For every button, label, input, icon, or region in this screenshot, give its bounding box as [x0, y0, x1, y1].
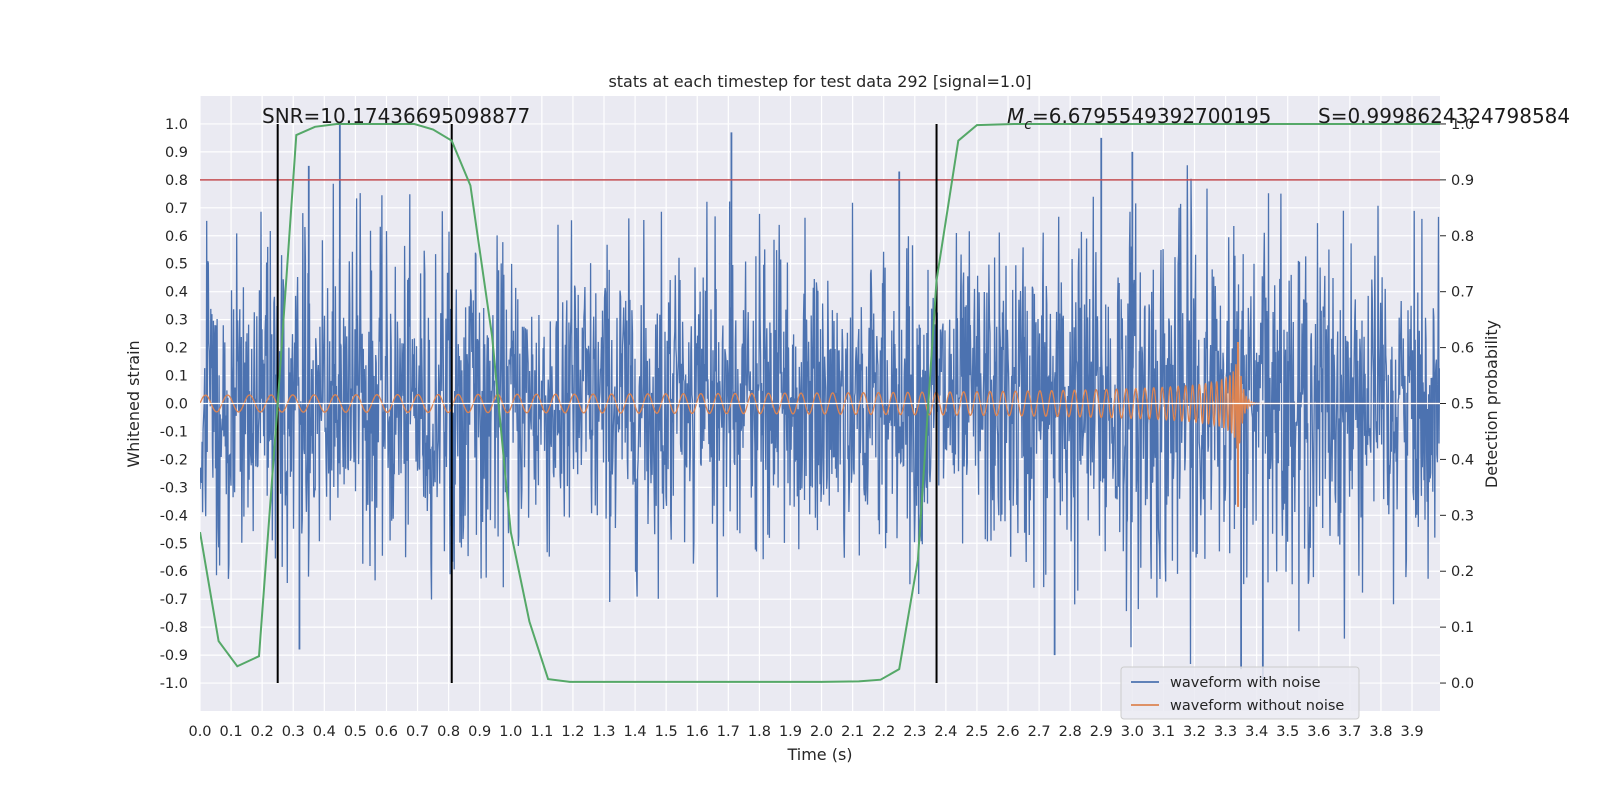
y-right-tick-label: 0.8	[1451, 229, 1474, 245]
x-tick-label: 1.9	[779, 724, 802, 740]
threshold-layer	[200, 179, 1440, 405]
y-tick-label: 0.6	[165, 229, 188, 245]
y-right-tick-label: 1.0	[1451, 117, 1474, 133]
y-right-tick-label: 0.3	[1451, 508, 1474, 524]
legend-box	[1120, 666, 1360, 720]
x-tick-label: 3.0	[1121, 724, 1144, 740]
chirp-mass-subscript: c	[1024, 117, 1032, 133]
x-tick-label: 0.9	[468, 724, 491, 740]
chirp-mass-annotation: Mc=6.6795549392700195	[1007, 104, 1271, 133]
y-tick-label: 1.0	[165, 117, 188, 133]
x-tick-label: 1.5	[655, 724, 678, 740]
y-right-tick-label: 0.9	[1451, 173, 1474, 189]
x-tick-label: 2.1	[841, 724, 864, 740]
y-tick-label: 0.1	[165, 369, 188, 385]
x-tick-label: 1.0	[499, 724, 522, 740]
clean-waveform-line	[200, 346, 1440, 449]
legend: waveform with noise waveform without noi…	[1120, 666, 1360, 720]
x-tick-label: 0.4	[313, 724, 336, 740]
y-tick-label: -0.9	[160, 648, 188, 664]
y-right-tick-labels: 1.0 0.9 0.8 0.7 0.6 0.5 0.4 0.3 0.2 0.1 0.0	[1440, 117, 1474, 692]
x-tick-label: 2.7	[1028, 724, 1051, 740]
y-tick-label: 0.4	[165, 285, 188, 301]
x-tick-label: 3.5	[1276, 724, 1299, 740]
y-tick-label: 0.9	[165, 145, 188, 161]
x-axis-label: Time (s)	[786, 745, 852, 764]
x-tick-label: 1.6	[686, 724, 709, 740]
x-tick-label: 2.3	[903, 724, 926, 740]
x-tick-label: 1.3	[592, 724, 615, 740]
x-tick-label: 2.4	[934, 724, 957, 740]
x-tick-label: 3.9	[1400, 724, 1423, 740]
x-tick-label: 3.4	[1245, 724, 1268, 740]
y-right-tick-label: 0.5	[1451, 397, 1474, 413]
y-tick-label: 0.7	[165, 201, 188, 217]
y-tick-label: -0.8	[160, 620, 188, 636]
x-tick-label: 0.8	[437, 724, 460, 740]
y-tick-label: 0.5	[165, 257, 188, 273]
x-tick-label: 0.5	[344, 724, 367, 740]
y-tick-label: -0.3	[160, 480, 188, 496]
y-tick-label: -0.2	[160, 452, 188, 468]
x-tick-labels: 0.0 0.1 0.2 0.3 0.4 0.5 0.6 0.7 0.8 0.9 1.0 1.1 1.2 1…	[188, 724, 1423, 740]
x-tick-label: 2.6	[996, 724, 1019, 740]
x-tick-label: 3.7	[1338, 724, 1361, 740]
sample-score-annotation: S=0.9998624324798584	[1318, 104, 1570, 128]
x-tick-label: 0.7	[406, 724, 429, 740]
x-tick-label: 3.2	[1183, 724, 1206, 740]
y-tick-label: 0.2	[165, 341, 188, 357]
y-axis-label: Whitened strain	[124, 340, 143, 467]
x-tick-label: 1.4	[624, 724, 647, 740]
series-detection-probability	[200, 123, 1440, 683]
x-tick-label: 2.2	[872, 724, 895, 740]
legend-label-noise: waveform with noise	[1170, 675, 1321, 691]
y-tick-label: 0.8	[165, 173, 188, 189]
x-tick-label: 1.2	[561, 724, 584, 740]
y-right-tick-label: 0.7	[1451, 285, 1474, 301]
x-tick-label: 0.3	[282, 724, 305, 740]
y-right-axis-label: Detection probability	[1482, 320, 1501, 488]
x-tick-label: 0.1	[220, 724, 243, 740]
y-tick-label: 0.0	[165, 397, 188, 413]
x-tick-label: 3.8	[1369, 724, 1392, 740]
y-tick-label: 0.3	[165, 313, 188, 329]
x-tick-label: 2.5	[965, 724, 988, 740]
y-tick-labels: 1.0 0.9 0.8 0.7 0.6 0.5 0.4 0.3 0.2 0.1 0.0 -0.1 -0.…	[160, 117, 188, 692]
x-tick-label: 1.8	[748, 724, 771, 740]
x-tick-label: 2.9	[1090, 724, 1113, 740]
y-tick-label: -1.0	[160, 676, 188, 692]
x-tick-label: 2.8	[1059, 724, 1082, 740]
x-tick-label: 0.6	[375, 724, 398, 740]
y-tick-label: -0.4	[160, 508, 188, 524]
series-waveform-without-noise	[200, 342, 1440, 507]
chart-title: stats at each timestep for test data 292…	[608, 72, 1031, 91]
x-tick-label: 0.2	[251, 724, 274, 740]
y-tick-label: -0.6	[160, 564, 188, 580]
y-right-tick-label: 0.1	[1451, 620, 1474, 636]
x-tick-label: 3.1	[1152, 724, 1175, 740]
y-tick-label: -0.1	[160, 424, 188, 440]
y-tick-label: -0.7	[160, 592, 188, 608]
y-right-tick-label: 0.4	[1451, 452, 1474, 468]
x-tick-label: 3.6	[1307, 724, 1330, 740]
chirp-mass-symbol: M	[1007, 104, 1024, 128]
y-right-tick-label: 0.2	[1451, 564, 1474, 580]
x-tick-label: 2.0	[810, 724, 833, 740]
x-tick-label: 1.7	[717, 724, 740, 740]
x-tick-label: 0.0	[188, 724, 211, 740]
y-right-tick-label: 0.0	[1451, 676, 1474, 692]
legend-label-clean: waveform without noise	[1170, 698, 1344, 714]
x-tick-label: 1.1	[530, 724, 553, 740]
probability-line	[200, 123, 1440, 683]
chirp-mass-value: =6.6795549392700195	[1032, 104, 1271, 128]
y-right-tick-label: 0.6	[1451, 341, 1474, 357]
snr-annotation: SNR=10.17436695098877	[262, 104, 530, 128]
y-tick-label: -0.5	[160, 536, 188, 552]
x-tick-label: 3.3	[1214, 724, 1237, 740]
